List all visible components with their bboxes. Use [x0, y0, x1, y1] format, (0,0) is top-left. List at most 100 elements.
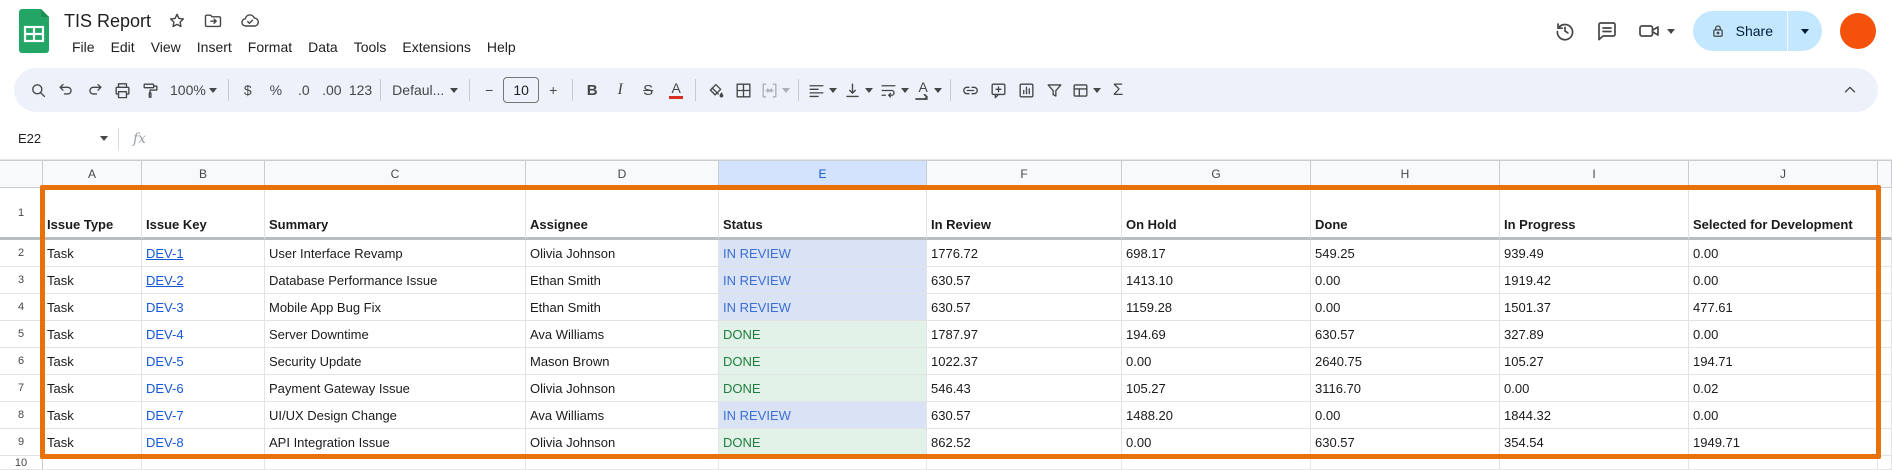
table-views-button[interactable]	[1068, 75, 1104, 105]
cell-H10[interactable]	[1311, 456, 1500, 470]
cell-H7[interactable]: 3116.70	[1311, 375, 1500, 402]
cell-D1[interactable]: Assignee	[526, 188, 719, 240]
font-size-input[interactable]: 10	[503, 77, 540, 103]
cell-B5[interactable]: DEV-4	[142, 321, 265, 348]
fill-color-button[interactable]	[701, 75, 729, 105]
cell-I1[interactable]: In Progress	[1500, 188, 1689, 240]
cell-J5[interactable]: 0.00	[1689, 321, 1878, 348]
cell-J4[interactable]: 477.61	[1689, 294, 1878, 321]
column-header-B[interactable]: B	[142, 160, 265, 188]
filter-button[interactable]	[1040, 75, 1068, 105]
issue-link[interactable]: DEV-2	[146, 272, 184, 288]
cell-I7[interactable]: 0.00	[1500, 375, 1689, 402]
column-header-G[interactable]: G	[1122, 160, 1311, 188]
cell-G9[interactable]: 0.00	[1122, 429, 1311, 456]
decrease-font-size-button[interactable]: −	[485, 82, 494, 98]
column-header-J[interactable]: J	[1689, 160, 1878, 188]
cell-I10[interactable]	[1500, 456, 1689, 470]
cell-F1[interactable]: In Review	[927, 188, 1122, 240]
cell-I5[interactable]: 327.89	[1500, 321, 1689, 348]
cell-J9[interactable]: 1949.71	[1689, 429, 1878, 456]
cell-F7[interactable]: 546.43	[927, 375, 1122, 402]
italic-button[interactable]: I	[617, 81, 623, 98]
cell-J1[interactable]: Selected for Development	[1689, 188, 1878, 240]
format-percent-button[interactable]: %	[269, 82, 283, 98]
cell-D2[interactable]: Olivia Johnson	[526, 240, 719, 267]
menu-help[interactable]: Help	[486, 39, 516, 55]
cell-D6[interactable]: Mason Brown	[526, 348, 719, 375]
cell-G1[interactable]: On Hold	[1122, 188, 1311, 240]
cell-E1[interactable]: Status	[719, 188, 927, 240]
cell-C10[interactable]	[265, 456, 526, 470]
text-wrap-button[interactable]	[876, 75, 912, 105]
issue-link[interactable]: DEV-6	[146, 380, 184, 396]
cell-A4[interactable]: Task	[43, 294, 142, 321]
cell-I3[interactable]: 1919.42	[1500, 267, 1689, 294]
cell-G2[interactable]: 698.17	[1122, 240, 1311, 267]
borders-button[interactable]	[729, 75, 757, 105]
cell-B1[interactable]: Issue Key	[142, 188, 265, 240]
document-title[interactable]: TIS Report	[64, 10, 152, 31]
name-box[interactable]: E22	[16, 131, 118, 146]
cell-J2[interactable]: 0.00	[1689, 240, 1878, 267]
cell-A2[interactable]: Task	[43, 240, 142, 267]
issue-link[interactable]: DEV-1	[146, 245, 184, 261]
cell-A9[interactable]: Task	[43, 429, 142, 456]
column-header-E[interactable]: E	[719, 160, 927, 188]
cell-A3[interactable]: Task	[43, 267, 142, 294]
cell-D8[interactable]: Ava Williams	[526, 402, 719, 429]
decrease-decimal-button[interactable]: .0	[297, 82, 310, 98]
issue-link[interactable]: DEV-8	[146, 434, 184, 450]
cell-D10[interactable]	[526, 456, 719, 470]
cell-I4[interactable]: 1501.37	[1500, 294, 1689, 321]
zoom-control[interactable]: 100%	[164, 75, 223, 105]
cell-E10[interactable]	[719, 456, 927, 470]
cell-F5[interactable]: 1787.97	[927, 321, 1122, 348]
cell-B8[interactable]: DEV-7	[142, 402, 265, 429]
cell-I9[interactable]: 354.54	[1500, 429, 1689, 456]
cell-C4[interactable]: Mobile App Bug Fix	[265, 294, 526, 321]
cell-G4[interactable]: 1159.28	[1122, 294, 1311, 321]
menu-format[interactable]: Format	[247, 39, 293, 55]
cell-H3[interactable]: 0.00	[1311, 267, 1500, 294]
cell-B3[interactable]: DEV-2	[142, 267, 265, 294]
cell-E9[interactable]: DONE	[719, 429, 927, 456]
increase-decimal-button[interactable]: .00	[322, 82, 342, 98]
menu-insert[interactable]: Insert	[196, 39, 232, 55]
column-header-H[interactable]: H	[1311, 160, 1500, 188]
cell-B6[interactable]: DEV-5	[142, 348, 265, 375]
menu-extensions[interactable]: Extensions	[402, 39, 471, 55]
cell-D5[interactable]: Ava Williams	[526, 321, 719, 348]
share-dropdown[interactable]	[1788, 11, 1822, 51]
sheets-logo[interactable]	[16, 8, 52, 54]
vertical-align-button[interactable]	[840, 75, 876, 105]
select-all-corner[interactable]	[0, 160, 43, 188]
cell-B2[interactable]: DEV-1	[142, 240, 265, 267]
share-button[interactable]: Share	[1692, 11, 1822, 51]
cell-E2[interactable]: IN REVIEW	[719, 240, 927, 267]
insert-chart-button[interactable]	[1012, 75, 1040, 105]
cell-F4[interactable]: 630.57	[927, 294, 1122, 321]
cell-H9[interactable]: 630.57	[1311, 429, 1500, 456]
comment-icon[interactable]	[1595, 19, 1619, 43]
meet-video-icon[interactable]	[1637, 19, 1675, 43]
cell-F2[interactable]: 1776.72	[927, 240, 1122, 267]
cell-B10[interactable]	[142, 456, 265, 470]
cell-C7[interactable]: Payment Gateway Issue	[265, 375, 526, 402]
cell-D3[interactable]: Ethan Smith	[526, 267, 719, 294]
number-format-button[interactable]: 123	[348, 82, 373, 98]
cell-B7[interactable]: DEV-6	[142, 375, 265, 402]
row-header-5[interactable]: 5	[0, 321, 43, 348]
cell-C1[interactable]: Summary	[265, 188, 526, 240]
insert-comment-button[interactable]	[984, 75, 1012, 105]
issue-link[interactable]: DEV-7	[146, 407, 184, 423]
cell-I6[interactable]: 105.27	[1500, 348, 1689, 375]
move-folder-icon[interactable]	[203, 11, 223, 31]
cell-G8[interactable]: 1488.20	[1122, 402, 1311, 429]
cell-J10[interactable]	[1689, 456, 1878, 470]
functions-button[interactable]: Σ	[1112, 80, 1124, 99]
cell-H2[interactable]: 549.25	[1311, 240, 1500, 267]
cell-A8[interactable]: Task	[43, 402, 142, 429]
cell-H8[interactable]: 0.00	[1311, 402, 1500, 429]
row-header-1[interactable]: 1	[0, 188, 43, 240]
